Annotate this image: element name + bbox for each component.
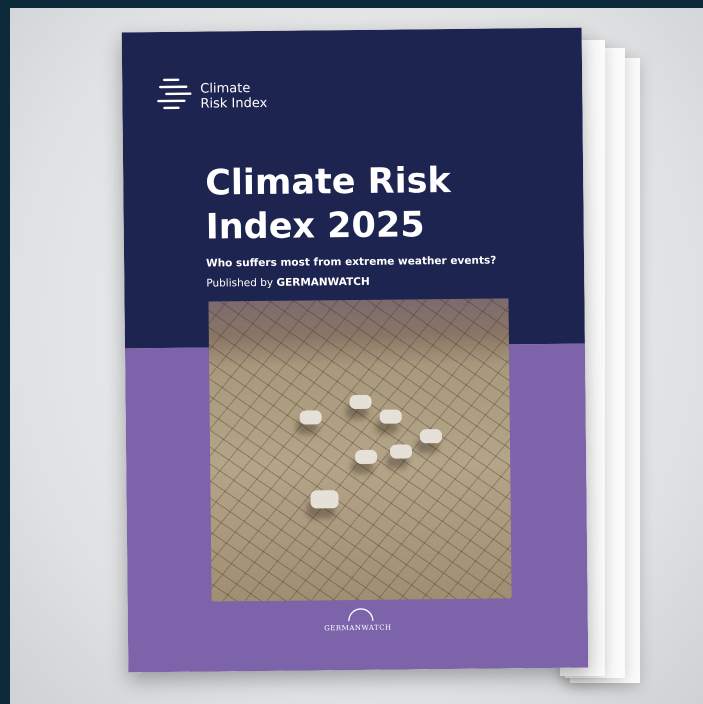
cover-photo [208,298,511,601]
title-line: Index 2025 [205,203,451,250]
logo-line: Climate [200,81,267,97]
logo-icon [156,76,194,116]
title-line: Climate Risk [205,159,451,206]
title: Climate Risk Index 2025 [205,159,451,250]
photo-detail [349,395,371,409]
photo-detail [300,410,322,424]
page: Climate Risk Index Climate Risk Index 20… [0,0,703,704]
logo-line: Risk Index [200,96,267,112]
photo-detail [420,429,442,443]
report-cover: Climate Risk Index Climate Risk Index 20… [122,28,589,673]
publisher-prefix: Published by [206,277,273,290]
photo-detail [310,490,338,508]
footer-logo-icon [346,608,376,622]
scene: Climate Risk Index Climate Risk Index 20… [10,8,703,704]
photo-detail [355,450,377,464]
photo-detail [380,410,402,424]
publisher: Published by GERMANWATCH [206,276,370,290]
publisher-name: GERMANWATCH [276,276,369,289]
logo-text: Climate Risk Index [200,81,267,112]
photo-detail [390,444,412,458]
